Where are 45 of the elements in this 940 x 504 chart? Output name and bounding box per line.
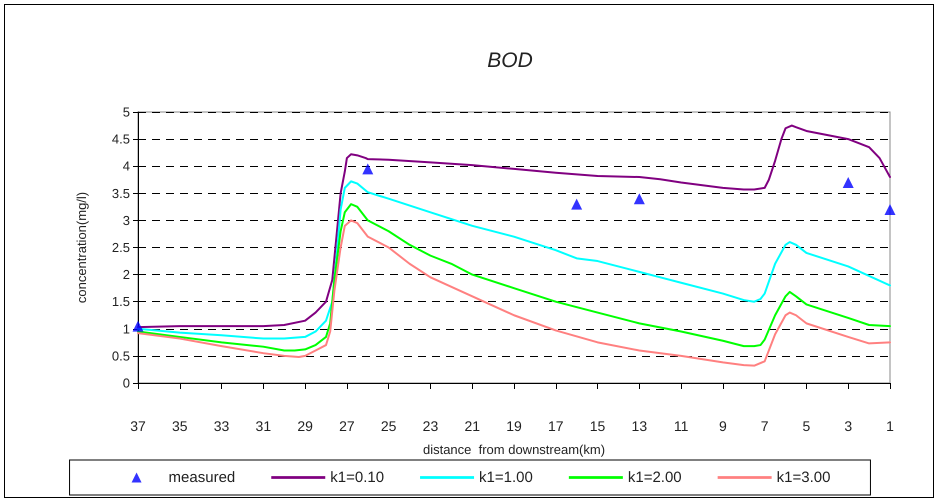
y-tick-label: 5 [122, 104, 130, 120]
x-tick-label: 13 [632, 418, 648, 434]
legend-label: k1=0.10 [330, 469, 384, 486]
x-tick-label: 9 [718, 418, 727, 434]
x-tick-label: 7 [760, 418, 769, 434]
point [132, 320, 144, 332]
point [884, 204, 896, 216]
point [362, 163, 374, 174]
point [634, 193, 645, 204]
legend-label: k1=1.00 [479, 469, 533, 486]
point [571, 198, 582, 210]
point [842, 176, 854, 188]
y-tick-label: 0.5 [112, 348, 130, 364]
x-tick-label: 11 [674, 418, 689, 434]
line-series [137, 219, 891, 367]
x-tick-label: 27 [339, 418, 355, 434]
y-tick-label: 1 [122, 321, 130, 336]
x-tick-label: 17 [548, 418, 564, 434]
y-tick-label: 4 [122, 158, 130, 174]
x-tick-label: 23 [422, 418, 438, 434]
y-axis-title: concentration(mg/l) [74, 192, 89, 304]
y-tick-label: 2.5 [112, 240, 130, 255]
x-tick-label: 3 [844, 418, 852, 434]
y-tick-label: 1.5 [112, 294, 130, 310]
x-tick-label: 35 [172, 418, 188, 434]
legend-label: measured [168, 469, 236, 486]
legend-label: k1=2.00 [628, 469, 682, 486]
x-axis-title: distance from downstream(km) [422, 442, 606, 457]
x-tick-label: 25 [380, 418, 397, 434]
y-tick-label: 4.5 [112, 132, 130, 147]
y-tick-label: 3 [122, 212, 130, 228]
y-tick-label: 0 [122, 376, 130, 390]
legend-label: k1=3.00 [776, 469, 830, 486]
x-tick-label: 29 [297, 418, 314, 434]
y-tick-label: 3.5 [112, 186, 130, 201]
x-tick-label: 21 [464, 418, 480, 434]
x-tick-label: 19 [506, 418, 522, 434]
chart-title: BOD [487, 49, 533, 72]
x-tick-label: 1 [886, 418, 894, 434]
x-tick-label: 37 [130, 418, 146, 434]
y-tick-label: 2 [122, 267, 130, 282]
x-tick-label: 5 [802, 418, 811, 434]
x-tick-label: 15 [590, 418, 606, 434]
x-tick-label: 31 [256, 418, 272, 434]
x-tick-label: 33 [214, 418, 230, 434]
